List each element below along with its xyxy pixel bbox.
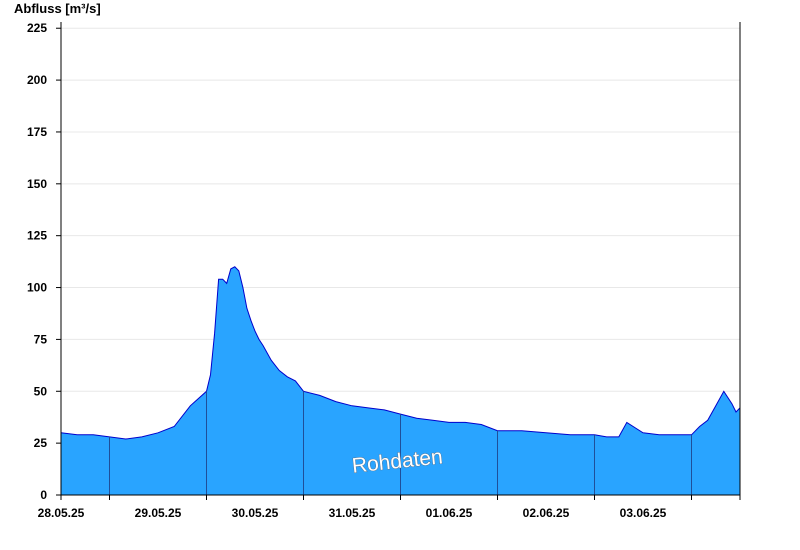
y-tick-label: 125 bbox=[27, 229, 47, 243]
y-tick-label: 75 bbox=[34, 332, 48, 346]
discharge-line bbox=[60, 266, 741, 440]
y-ticks: 0 25 50 75 100 125 150 175 200 225 bbox=[27, 21, 61, 502]
y-axis-label: Abfluss [m³/s] bbox=[14, 1, 101, 16]
y-tick-label: 225 bbox=[27, 21, 47, 35]
discharge-area bbox=[61, 266, 740, 495]
x-tick-label: 31.05.25 bbox=[329, 506, 376, 520]
y-tick-label: 25 bbox=[34, 436, 48, 450]
y-tick-label: 50 bbox=[34, 384, 48, 398]
x-tick-label: 30.05.25 bbox=[232, 506, 279, 520]
x-tick-label: 02.06.25 bbox=[523, 506, 570, 520]
x-tick-label: 01.06.25 bbox=[426, 506, 473, 520]
day-boundary-lines bbox=[109, 391, 692, 495]
x-tick-label: 28.05.25 bbox=[38, 506, 85, 520]
x-ticks: 28.05.25 29.05.25 30.05.25 31.05.25 01.06.25… bbox=[38, 495, 692, 520]
y-tick-label: 0 bbox=[40, 488, 47, 502]
y-tick-label: 175 bbox=[27, 125, 47, 139]
data-area-layer bbox=[60, 266, 741, 495]
axes bbox=[56, 22, 741, 500]
y-tick-label: 150 bbox=[27, 177, 47, 191]
y-tick-label: 100 bbox=[27, 281, 47, 295]
grid-lines bbox=[61, 27, 740, 444]
x-tick-label: 03.06.25 bbox=[620, 506, 667, 520]
y-tick-label: 200 bbox=[27, 73, 47, 87]
x-tick-label: 29.05.25 bbox=[135, 506, 182, 520]
